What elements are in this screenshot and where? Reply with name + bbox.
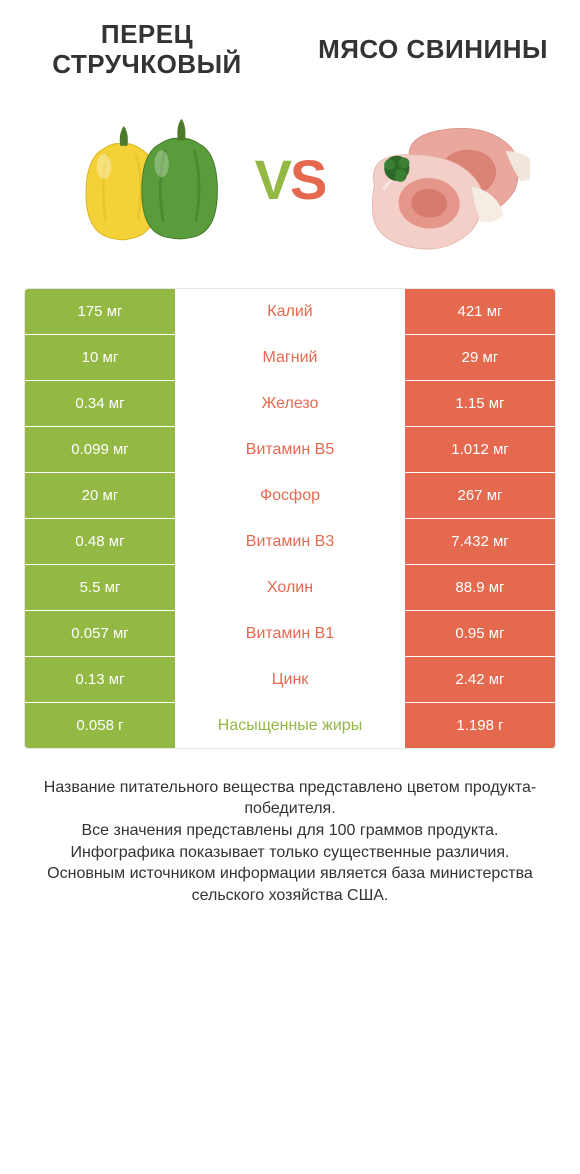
footer-line: Все значения представлены для 100 граммо… [34,820,546,842]
titles-row: ПЕРЕЦ СТРУЧКОВЫЙ МЯСО СВИНИНЫ [24,20,556,80]
cell-right-value: 1.012 мг [405,427,555,472]
cell-nutrient-label: Витамин B1 [175,611,405,656]
cell-nutrient-label: Железо [175,381,405,426]
cell-left-value: 0.099 мг [25,427,175,472]
table-row: 0.058 гНасыщенные жиры1.198 г [25,703,555,748]
cell-right-value: 88.9 мг [405,565,555,610]
table-row: 0.057 мгВитамин B10.95 мг [25,611,555,657]
footer-line: Название питательного вещества представл… [34,777,546,820]
cell-left-value: 0.13 мг [25,657,175,702]
cell-nutrient-label: Калий [175,289,405,334]
comparison-table: 175 мгКалий421 мг10 мгМагний29 мг0.34 мг… [24,288,556,749]
table-row: 0.13 мгЦинк2.42 мг [25,657,555,703]
cell-left-value: 5.5 мг [25,565,175,610]
title-right: МЯСО СВИНИНЫ [310,35,556,65]
cell-nutrient-label: Магний [175,335,405,380]
cell-nutrient-label: Холин [175,565,405,610]
cell-nutrient-label: Витамин B3 [175,519,405,564]
cell-right-value: 421 мг [405,289,555,334]
hero-image-right [329,100,550,260]
vs-s: S [290,148,325,211]
cell-left-value: 0.48 мг [25,519,175,564]
cell-left-value: 0.058 г [25,703,175,748]
cell-left-value: 175 мг [25,289,175,334]
cell-nutrient-label: Витамин B5 [175,427,405,472]
cell-right-value: 267 мг [405,473,555,518]
table-row: 0.48 мгВитамин B37.432 мг [25,519,555,565]
cell-right-value: 1.198 г [405,703,555,748]
cell-left-value: 0.34 мг [25,381,175,426]
footer-notes: Название питательного вещества представл… [24,777,556,907]
cell-left-value: 20 мг [25,473,175,518]
title-left: ПЕРЕЦ СТРУЧКОВЫЙ [24,20,270,80]
table-row: 20 мгФосфор267 мг [25,473,555,519]
cell-nutrient-label: Цинк [175,657,405,702]
pork-icon [350,105,530,255]
cell-right-value: 7.432 мг [405,519,555,564]
table-row: 0.34 мгЖелезо1.15 мг [25,381,555,427]
table-row: 0.099 мгВитамин B51.012 мг [25,427,555,473]
table-row: 175 мгКалий421 мг [25,289,555,335]
cell-left-value: 10 мг [25,335,175,380]
cell-nutrient-label: Фосфор [175,473,405,518]
cell-right-value: 1.15 мг [405,381,555,426]
hero-row: VS [24,100,556,260]
vs-label: VS [251,147,330,212]
vs-v: V [255,148,290,211]
table-row: 5.5 мгХолин88.9 мг [25,565,555,611]
footer-line: Основным источником информации является … [34,863,546,906]
cell-nutrient-label: Насыщенные жиры [175,703,405,748]
hero-image-left [30,100,251,260]
table-row: 10 мгМагний29 мг [25,335,555,381]
cell-right-value: 0.95 мг [405,611,555,656]
peppers-icon [50,105,230,255]
cell-left-value: 0.057 мг [25,611,175,656]
footer-line: Инфографика показывает только существенн… [34,842,546,864]
cell-right-value: 2.42 мг [405,657,555,702]
cell-right-value: 29 мг [405,335,555,380]
